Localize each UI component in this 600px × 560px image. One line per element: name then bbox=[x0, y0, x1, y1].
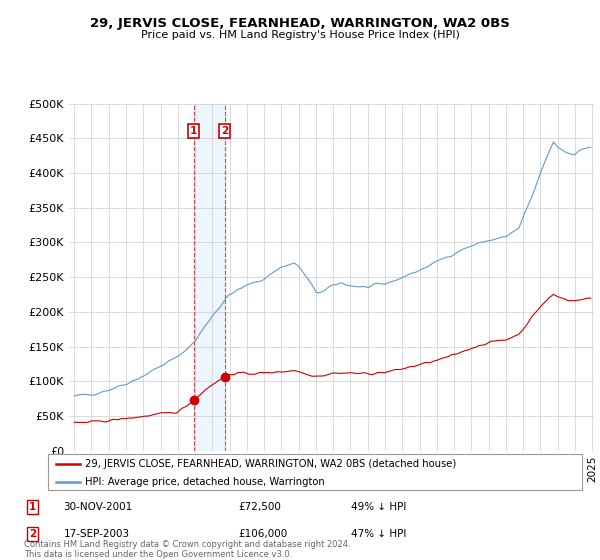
Text: £106,000: £106,000 bbox=[238, 529, 287, 539]
Text: 1: 1 bbox=[29, 502, 36, 512]
Text: Price paid vs. HM Land Registry's House Price Index (HPI): Price paid vs. HM Land Registry's House … bbox=[140, 30, 460, 40]
Text: 49% ↓ HPI: 49% ↓ HPI bbox=[351, 502, 406, 512]
Text: 17-SEP-2003: 17-SEP-2003 bbox=[64, 529, 130, 539]
Text: £72,500: £72,500 bbox=[238, 502, 281, 512]
Text: 1: 1 bbox=[190, 127, 197, 137]
Text: 2: 2 bbox=[221, 127, 228, 137]
FancyBboxPatch shape bbox=[48, 454, 582, 490]
Text: 29, JERVIS CLOSE, FEARNHEAD, WARRINGTON, WA2 0BS (detached house): 29, JERVIS CLOSE, FEARNHEAD, WARRINGTON,… bbox=[85, 459, 457, 469]
Text: Contains HM Land Registry data © Crown copyright and database right 2024.
This d: Contains HM Land Registry data © Crown c… bbox=[24, 540, 350, 559]
Text: 2: 2 bbox=[29, 529, 36, 539]
Text: 29, JERVIS CLOSE, FEARNHEAD, WARRINGTON, WA2 0BS: 29, JERVIS CLOSE, FEARNHEAD, WARRINGTON,… bbox=[90, 17, 510, 30]
Text: HPI: Average price, detached house, Warrington: HPI: Average price, detached house, Warr… bbox=[85, 477, 325, 487]
Bar bbox=[194, 104, 224, 451]
Text: 47% ↓ HPI: 47% ↓ HPI bbox=[351, 529, 406, 539]
Text: 30-NOV-2001: 30-NOV-2001 bbox=[64, 502, 133, 512]
